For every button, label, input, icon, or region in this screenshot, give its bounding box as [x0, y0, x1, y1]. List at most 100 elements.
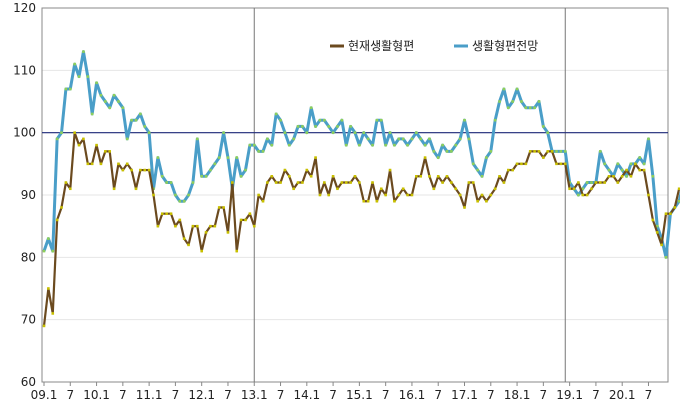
- point-current: [64, 181, 68, 184]
- point-outlook: [533, 106, 536, 110]
- y-tick-label: 80: [21, 250, 36, 264]
- point-current: [598, 181, 602, 184]
- point-current: [55, 218, 59, 222]
- point-outlook: [445, 150, 449, 153]
- point-outlook: [546, 131, 550, 134]
- x-tick-label: 11.1: [136, 388, 163, 402]
- point-current: [445, 175, 449, 178]
- point-outlook: [436, 156, 440, 159]
- point-current: [235, 249, 239, 253]
- point-outlook: [47, 237, 50, 240]
- point-outlook: [598, 150, 602, 153]
- point-outlook: [213, 162, 217, 166]
- point-current: [362, 199, 366, 203]
- point-current: [318, 193, 322, 197]
- point-outlook: [344, 143, 348, 147]
- point-outlook: [147, 131, 151, 134]
- point-current: [585, 193, 589, 197]
- point-current: [485, 199, 488, 203]
- point-current: [607, 175, 611, 178]
- point-outlook: [60, 131, 63, 134]
- point-outlook: [515, 87, 519, 91]
- point-outlook: [379, 118, 383, 122]
- series-line-current: [42, 131, 680, 327]
- point-outlook: [274, 112, 278, 116]
- point-outlook: [454, 143, 458, 147]
- point-outlook: [90, 112, 94, 116]
- point-current: [463, 206, 466, 209]
- point-outlook: [51, 249, 55, 253]
- point-current: [476, 199, 479, 203]
- point-outlook: [607, 168, 611, 172]
- point-outlook: [625, 175, 628, 178]
- point-outlook: [266, 137, 269, 141]
- point-outlook: [620, 168, 624, 172]
- point-outlook: [638, 156, 642, 159]
- point-current: [336, 187, 339, 191]
- point-current: [104, 150, 107, 153]
- y-gridlines: [42, 7, 668, 383]
- point-outlook: [353, 131, 357, 134]
- point-current: [664, 212, 668, 215]
- point-current: [292, 187, 295, 191]
- x-tick-label: 12.1: [188, 388, 215, 402]
- point-current: [187, 243, 190, 247]
- point-current: [191, 224, 195, 228]
- point-current: [546, 150, 550, 153]
- point-outlook: [82, 50, 85, 53]
- point-outlook: [248, 143, 252, 147]
- point-outlook: [222, 131, 225, 134]
- point-outlook: [463, 118, 466, 122]
- point-current: [353, 175, 357, 178]
- point-outlook: [121, 106, 125, 110]
- point-current: [419, 175, 423, 178]
- x-tick-label: 19.1: [556, 388, 583, 402]
- point-current: [471, 181, 475, 184]
- point-current: [647, 193, 650, 197]
- point-outlook: [419, 137, 423, 141]
- point-outlook: [585, 181, 589, 184]
- point-current: [274, 181, 278, 184]
- point-current: [174, 224, 177, 228]
- point-current: [226, 231, 230, 234]
- point-outlook: [217, 156, 221, 159]
- point-outlook: [349, 125, 352, 128]
- point-current: [217, 206, 221, 209]
- legend-label-current: 현재생활형편: [348, 39, 414, 53]
- point-outlook: [441, 143, 444, 147]
- point-outlook: [340, 118, 344, 122]
- point-outlook: [384, 143, 387, 147]
- point-current: [651, 218, 655, 222]
- point-outlook: [134, 118, 138, 122]
- point-outlook: [581, 187, 585, 191]
- point-outlook: [651, 175, 655, 178]
- point-outlook: [485, 156, 488, 159]
- point-outlook: [235, 156, 239, 159]
- point-outlook: [301, 125, 304, 128]
- point-current: [388, 168, 392, 172]
- point-current: [366, 199, 370, 203]
- point-current: [406, 193, 409, 197]
- point-outlook: [68, 87, 72, 91]
- point-outlook: [204, 175, 208, 178]
- point-current: [467, 181, 471, 184]
- point-outlook: [139, 112, 142, 116]
- point-outlook: [336, 125, 339, 128]
- x-tick-label: 7: [434, 388, 442, 402]
- point-current: [139, 168, 142, 172]
- point-current: [524, 162, 528, 166]
- point-outlook: [397, 137, 401, 141]
- x-tick-label: 10.1: [83, 388, 110, 402]
- series-line-outlook: [42, 50, 680, 259]
- point-current: [99, 162, 103, 166]
- point-outlook: [182, 199, 186, 203]
- point-current: [68, 187, 72, 191]
- point-outlook: [64, 87, 68, 91]
- point-outlook: [99, 93, 103, 97]
- point-current: [401, 187, 405, 191]
- point-outlook: [187, 193, 190, 197]
- point-current: [222, 206, 225, 209]
- point-current: [165, 212, 168, 215]
- point-outlook: [200, 175, 203, 178]
- x-tick-label: 7: [329, 388, 337, 402]
